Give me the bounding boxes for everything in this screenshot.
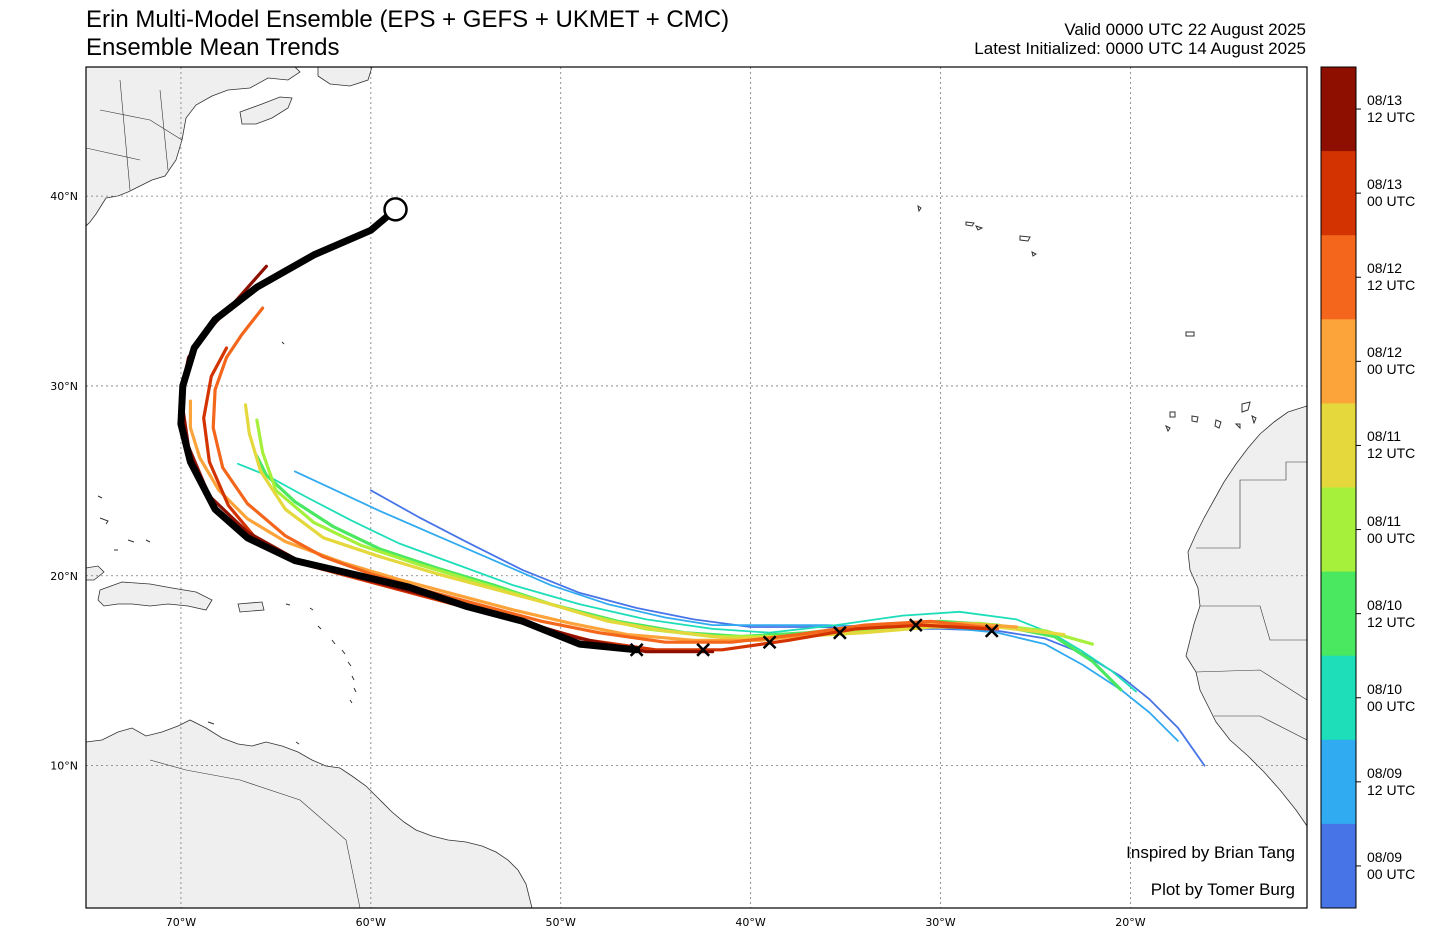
legend-swatch [1321,403,1356,488]
track-line [177,205,641,654]
land-azores [917,204,1195,337]
lat-tick-label: 20°N [50,570,78,583]
land-puerto-rico [237,601,265,613]
legend-label: 08/10 00 UTC [1367,680,1416,714]
lon-tick-label: 30°W [925,916,955,929]
x-marker [832,625,847,640]
land-cuba [86,565,105,581]
land-nova-scotia [239,96,293,125]
land-newfoundland [317,67,373,87]
land-africa [1185,405,1307,827]
legend-swatch [1321,235,1356,320]
legend-swatch [1321,571,1356,657]
x-marker [762,635,777,650]
land-north-america [86,67,301,227]
ensemble-tracks [177,205,1206,767]
credit-plot-by: Plot by Tomer Burg [1151,880,1295,899]
legend-label: 08/11 00 UTC [1367,512,1416,546]
legend-swatch [1321,739,1356,825]
track-markers [383,197,999,657]
legend-label: 08/09 12 UTC [1367,764,1416,798]
lon-tick-label: 70°W [166,916,196,929]
map-frame [85,66,1308,909]
track-line [243,403,1066,640]
x-marker [908,618,923,633]
valid-time: Valid 0000 UTC 22 August 2025 [1064,20,1306,39]
legend-label: 08/09 00 UTC [1367,848,1416,882]
axis-tick-labels: 70°W 60°W 50°W 40°W 30°W 20°W 40°N 30°N 20°N 10°N [50,190,1145,929]
land-hispaniola [97,581,213,611]
lon-tick-label: 60°W [356,916,386,929]
x-marker [696,642,711,657]
lon-tick-label: 50°W [546,916,576,929]
circle-marker [383,197,408,222]
legend-swatch [1321,823,1356,909]
color-legend [1320,66,1361,909]
map-title: Erin Multi-Model Ensemble (EPS + GEFS + … [86,6,730,33]
lat-tick-label: 40°N [50,190,78,203]
lat-tick-label: 10°N [50,760,78,773]
x-marker [984,623,999,638]
legend-label: 08/13 12 UTC [1367,92,1416,126]
lat-tick-label: 30°N [50,380,78,393]
map-subtitle: Ensemble Mean Trends [86,34,340,61]
legend-swatch [1321,655,1356,741]
x-marker [629,642,644,657]
land-cape-verde [1165,401,1257,433]
legend-swatch [1321,487,1356,573]
credit-inspired: Inspired by Brian Tang [1126,843,1295,862]
legend-frame [1320,66,1357,909]
legend-label: 08/10 12 UTC [1367,596,1416,630]
land-borders [86,79,1307,908]
legend-label: 08/12 12 UTC [1367,260,1416,294]
lon-tick-label: 40°W [735,916,765,929]
legend-swatch [1321,67,1356,152]
land-south-america [86,719,533,908]
graticule [86,67,1307,908]
land-lesser-antilles [97,341,357,745]
legend-label: 08/12 00 UTC [1367,344,1416,378]
legend-swatch [1321,319,1356,404]
legend-swatch [1321,151,1356,236]
legend-label: 08/11 12 UTC [1367,428,1416,462]
land-layer [86,67,1307,908]
lon-tick-label: 20°W [1115,916,1145,929]
init-time: Latest Initialized: 0000 UTC 14 August 2… [974,39,1306,58]
track-line [294,470,1179,742]
legend-label: 08/13 00 UTC [1367,176,1416,210]
